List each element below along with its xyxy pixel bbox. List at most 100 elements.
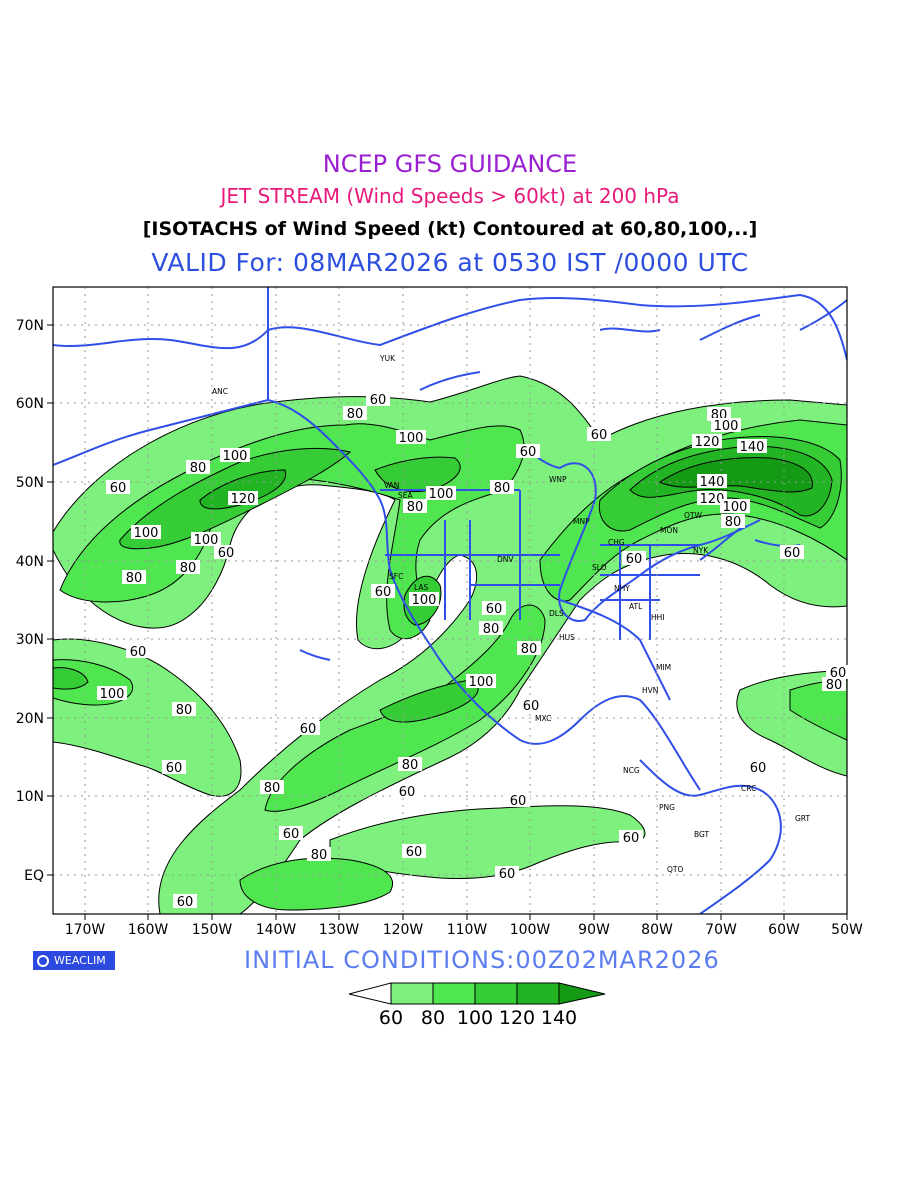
contour-label: 140 <box>700 475 725 490</box>
contour-label: 60 <box>520 445 537 460</box>
city-label: GRT <box>795 814 810 823</box>
lon-label: 60W <box>768 922 800 938</box>
city-label: YUK <box>379 354 396 363</box>
axis-ticks <box>47 324 848 920</box>
contour-label: 100 <box>412 593 437 608</box>
lon-label: 130W <box>319 922 360 938</box>
contour-label: 80 <box>826 678 843 693</box>
city-label: SFC <box>389 572 403 581</box>
contour-label: 60 <box>177 895 194 910</box>
contour-label: 80 <box>126 571 143 586</box>
lat-label: EQ <box>24 868 44 884</box>
logo-ring-icon <box>37 954 49 967</box>
contour-label: 80 <box>180 561 197 576</box>
contour-label: 60 <box>750 761 767 776</box>
lon-label: 150W <box>192 922 233 938</box>
city-label: SLO <box>592 563 607 572</box>
city-label: SEA <box>398 491 413 500</box>
contour-label: 120 <box>231 492 256 507</box>
contour-label: 100 <box>194 533 219 548</box>
contour-label: 60 <box>406 845 423 860</box>
city-label: MON <box>660 526 678 535</box>
contour-label: 60 <box>523 699 540 714</box>
city-label: MXC <box>535 714 551 723</box>
city-label: CRC <box>741 784 756 793</box>
lat-label: 30N <box>16 632 44 648</box>
lon-label: 160W <box>128 922 169 938</box>
title-contours: [ISOTACHS of Wind Speed (kt) Contoured a… <box>142 218 758 240</box>
contour-label: 80 <box>190 461 207 476</box>
logo-text: WEACLIM <box>54 954 106 967</box>
weaclim-logo: WEACLIM <box>33 951 115 970</box>
contour-label: 80 <box>402 758 419 773</box>
contour-label: 60 <box>784 546 801 561</box>
contour-label: 100 <box>100 687 125 702</box>
contour-label: 100 <box>223 449 248 464</box>
contour-label: 100 <box>134 526 159 541</box>
lon-label: 120W <box>383 922 424 938</box>
contour-label: 60 <box>370 393 387 408</box>
contour-label: 80 <box>521 642 538 657</box>
contour-label: 60 <box>283 827 300 842</box>
lat-label: 10N <box>16 789 44 805</box>
contour-label: 60 <box>110 481 127 496</box>
city-label: ATL <box>629 602 643 611</box>
lat-label: 70N <box>16 318 44 334</box>
map-frame <box>52 286 848 915</box>
lon-label: 50W <box>831 922 863 938</box>
city-label: LAS <box>414 583 428 592</box>
contour-label: 60 <box>218 546 235 561</box>
contour-label: 120 <box>700 492 725 507</box>
contour-label: 80 <box>264 781 281 796</box>
contour-label: 60 <box>130 645 147 660</box>
lon-label: 70W <box>705 922 737 938</box>
initial-conditions: INITIAL CONDITIONS:00Z02MAR2026 <box>244 946 720 974</box>
city-labels: ANC YUK VAN SEA SFC LAS DNV WNP MNP CHG … <box>212 354 810 874</box>
lon-label: 170W <box>65 922 106 938</box>
contour-label: 60 <box>399 785 416 800</box>
contour-label: 80 <box>494 481 511 496</box>
city-label: DLS <box>549 609 564 618</box>
contour-label: 100 <box>723 500 748 515</box>
city-label: VAN <box>384 481 399 490</box>
contour-label: 60 <box>626 552 643 567</box>
city-label: WNP <box>549 475 567 484</box>
city-label: PNG <box>659 803 675 812</box>
contour-label: 80 <box>176 703 193 718</box>
city-label: BGT <box>694 830 710 839</box>
contour-label: 140 <box>740 440 765 455</box>
contour-labels: 60 80 100 60 80 100 120 140 100 80 60 60… <box>97 392 850 910</box>
city-label: HUS <box>559 633 575 642</box>
contour-label: 100 <box>714 419 739 434</box>
lon-label: 100W <box>510 922 551 938</box>
lat-label: 60N <box>16 396 44 412</box>
contour-label: 100 <box>469 675 494 690</box>
contour-label: 60 <box>510 794 527 809</box>
lat-label: 20N <box>16 711 44 727</box>
lon-label: 110W <box>447 922 488 938</box>
contour-label: 60 <box>623 831 640 846</box>
city-label: DNV <box>497 555 514 564</box>
contour-label: 100 <box>429 487 454 502</box>
lat-label: 50N <box>16 475 44 491</box>
contour-label: 60 <box>486 602 503 617</box>
contour-label: 80 <box>347 407 364 422</box>
contour-label: 80 <box>407 500 424 515</box>
contour-label: 80 <box>483 622 500 637</box>
title-field: JET STREAM (Wind Speeds > 60kt) at 200 h… <box>220 184 680 208</box>
contour-label: 60 <box>166 761 183 776</box>
city-label: MNP <box>573 517 590 526</box>
city-label: QTO <box>667 865 683 874</box>
lat-label: 40N <box>16 554 44 570</box>
lon-label: 90W <box>578 922 610 938</box>
contour-label: 100 <box>399 431 424 446</box>
title-valid: VALID For: 08MAR2026 at 0530 IST /0000 U… <box>151 248 749 277</box>
city-label: CHG <box>608 538 625 547</box>
contour-label: 120 <box>695 435 720 450</box>
city-label: NYK <box>693 546 709 555</box>
lon-label: 80W <box>641 922 673 938</box>
contour-label: 60 <box>375 585 392 600</box>
title-model: NCEP GFS GUIDANCE <box>322 150 578 178</box>
contour-label: 60 <box>591 428 608 443</box>
